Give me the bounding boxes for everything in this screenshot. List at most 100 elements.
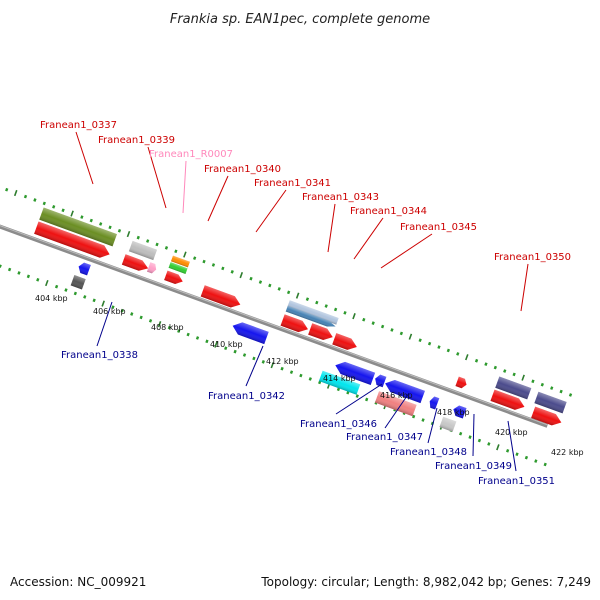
scale-tick [468, 435, 472, 439]
label-franean1-0337[interactable]: Franean1_0337 [40, 120, 117, 131]
label-franean1-0350[interactable]: Franean1_0350 [494, 252, 571, 263]
scale-tick [261, 360, 265, 364]
label-franean1-0339[interactable]: Franean1_0339 [98, 135, 175, 146]
leader-line [255, 189, 287, 233]
gene-franean1-0346-upper [335, 361, 376, 385]
leader-line [384, 392, 410, 429]
scale-tick [108, 225, 112, 230]
label-franean1-0348[interactable]: Franean1_0348 [390, 447, 467, 458]
scale-tick [550, 386, 554, 390]
gene-franean1-0338-upper [78, 262, 91, 276]
scale-tick [399, 331, 404, 336]
scale-labels: 404 kbp 406 kbp 408 kbp 410 kbp 412 kbp 414 k… [35, 294, 584, 457]
scale-tick [446, 348, 451, 353]
scale-tick [333, 307, 338, 312]
scale-tick [195, 336, 200, 340]
scale-tick [233, 349, 237, 354]
scale-label: 408 kbp [151, 323, 184, 332]
scale-tick [54, 284, 59, 289]
leader-line [182, 160, 187, 214]
gene-franean1-0347-upper [385, 379, 425, 404]
leader-line [427, 407, 438, 444]
scale-tick [7, 267, 12, 272]
label-franean1-0341[interactable]: Franean1_0341 [254, 178, 331, 189]
scale-tick [459, 431, 463, 436]
gene-features [34, 207, 567, 432]
scale-label: 416 kbp [380, 391, 413, 400]
label-franean1-0340[interactable]: Franean1_0340 [204, 164, 281, 175]
scale-tick [120, 308, 124, 313]
scale-tick [268, 283, 272, 288]
label-franean1-0347[interactable]: Franean1_0347 [346, 432, 423, 443]
scale-tick [186, 332, 190, 337]
scale-tick [421, 418, 425, 422]
gene-franean1-0346 [318, 370, 361, 395]
scale-tick [252, 356, 256, 361]
scale-tick [130, 312, 134, 316]
scale-tick [487, 442, 491, 446]
scale-label: 422 kbp [551, 448, 584, 457]
gene-franean1-0337-upper [39, 207, 117, 247]
scale-tick [418, 338, 422, 343]
scale-tick [412, 414, 416, 419]
scale-label: 418 kbp [437, 408, 470, 417]
label-franean1-0351[interactable]: Franean1_0351 [478, 476, 555, 487]
scale-tick [13, 189, 18, 197]
scale-tick [80, 215, 84, 219]
gene-franean1-0345 [332, 333, 357, 350]
gene-franean1-0340-upper [170, 255, 190, 268]
scale-label: 404 kbp [35, 294, 68, 303]
scale-tick [23, 194, 28, 199]
scale-tick [355, 394, 359, 398]
scale-tick [64, 288, 68, 292]
gene-franean1-r0007 [146, 262, 157, 274]
scale-tick [324, 304, 328, 308]
leader-line [207, 175, 229, 222]
scale-tick [101, 300, 105, 307]
scale-tick [343, 311, 347, 315]
scale-tick [155, 242, 159, 247]
scale-tick [390, 328, 394, 332]
gene-franean1-0341 [200, 285, 241, 308]
scale-tick [174, 249, 178, 254]
gene-right [490, 389, 525, 410]
label-franean1-0344[interactable]: Franean1_0344 [350, 206, 427, 217]
scale-tick [270, 362, 275, 369]
label-franean1-0349[interactable]: Franean1_0349 [435, 461, 512, 472]
label-franean1-0338[interactable]: Franean1_0338 [61, 350, 138, 361]
label-franean1-0343[interactable]: Franean1_0343 [302, 192, 379, 203]
scale-label: 406 kbp [93, 307, 126, 316]
gene-right-edge-upper [534, 391, 567, 414]
label-franean1-0342[interactable]: Franean1_0342 [208, 391, 285, 402]
scale-label: 410 kbp [210, 340, 243, 349]
scale-tick [126, 230, 131, 238]
leader-line [507, 420, 517, 472]
gene-franean1-0339-upper [128, 240, 158, 261]
label-franean1-0346[interactable]: Franean1_0346 [300, 419, 377, 430]
scale-tick [277, 287, 281, 291]
scale-tick [408, 333, 413, 340]
accession-text: Accession: NC_009921 [10, 575, 146, 589]
scale-tick [365, 397, 369, 402]
leader-line [327, 203, 336, 253]
scale-tick [568, 393, 573, 397]
leader-line [245, 345, 264, 387]
scale-guides [0, 187, 573, 467]
leader-line [380, 233, 433, 269]
gene-franean1-0339 [121, 254, 149, 271]
scale-tick [70, 210, 74, 217]
label-franean1-r0007[interactable]: Franean1_R0007 [149, 149, 233, 160]
scale-label: 420 kbp [495, 428, 528, 437]
label-franean1-0345[interactable]: Franean1_0345 [400, 222, 477, 233]
scale-tick [534, 459, 538, 463]
scale-tick [286, 290, 291, 295]
leader-line [75, 131, 94, 185]
scale-tick [280, 366, 284, 371]
gene-franean1-0344 [308, 323, 333, 341]
gene-franean1-0348 [374, 391, 417, 417]
scale-tick [230, 270, 234, 274]
scale-tick [437, 345, 441, 349]
map-title: Frankia sp. EAN1pec, complete genome [170, 12, 430, 27]
gene-right-edge [531, 406, 562, 426]
gene-franean1-0351 [439, 416, 457, 432]
